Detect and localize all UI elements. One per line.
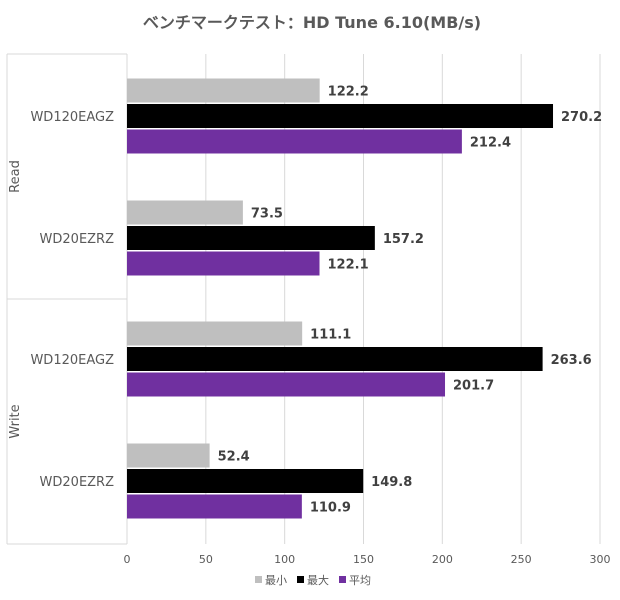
data-label: 122.2 xyxy=(328,85,369,100)
legend: 最小 最大 平均 xyxy=(255,573,371,587)
bar-min xyxy=(127,321,303,346)
bar-avg xyxy=(127,494,302,519)
category-label: WD20EZRZ xyxy=(40,475,115,490)
legend-label: 平均 xyxy=(349,574,371,587)
category-label: WD120EAGZ xyxy=(30,110,114,125)
x-tick-label: 150 xyxy=(353,553,374,566)
data-label: 73.5 xyxy=(251,207,283,222)
data-label: 110.9 xyxy=(310,501,351,516)
category-label: WD120EAGZ xyxy=(30,353,114,368)
x-tick-label: 50 xyxy=(199,553,213,566)
legend-swatch xyxy=(339,576,346,583)
data-label: 52.4 xyxy=(218,450,250,465)
bar-min xyxy=(127,78,320,103)
bar-avg xyxy=(127,129,462,154)
bar-avg xyxy=(127,372,446,397)
bar-max xyxy=(127,347,543,371)
data-label: 149.8 xyxy=(371,475,412,490)
legend-label: 最大 xyxy=(307,573,329,587)
category-label: WD20EZRZ xyxy=(40,232,115,247)
group-label-write: Write xyxy=(8,404,23,438)
legend-swatch xyxy=(297,576,304,583)
data-label: 263.6 xyxy=(551,353,592,368)
bar-min xyxy=(127,200,243,225)
x-tick-label: 100 xyxy=(274,553,295,566)
x-tick-label: 0 xyxy=(124,553,131,566)
category-axis-frame xyxy=(6,53,127,545)
legend-swatch xyxy=(255,576,262,583)
chart-title: ベンチマークテスト：HD Tune 6.10(MB/s) xyxy=(143,13,481,32)
bar-min xyxy=(127,443,210,468)
bar-max xyxy=(127,104,554,128)
group-label-read: Read xyxy=(8,160,23,193)
x-tick-label: 300 xyxy=(590,553,611,566)
labels: 0 50 100 150 200 250 300 Read Write WD120EAGZ 122.… xyxy=(8,85,611,567)
x-tick-label: 250 xyxy=(511,553,532,566)
data-label: 111.1 xyxy=(310,328,351,343)
legend-label: 最小 xyxy=(265,574,287,587)
bar-avg xyxy=(127,251,320,276)
data-label: 212.4 xyxy=(470,136,511,151)
bar-max xyxy=(127,469,364,493)
data-label: 157.2 xyxy=(383,232,424,247)
bar-max xyxy=(127,226,375,250)
data-label: 122.1 xyxy=(328,258,369,273)
data-label: 201.7 xyxy=(453,379,494,394)
x-tick-label: 200 xyxy=(432,553,453,566)
data-label: 270.2 xyxy=(561,110,602,125)
bars xyxy=(127,78,554,519)
